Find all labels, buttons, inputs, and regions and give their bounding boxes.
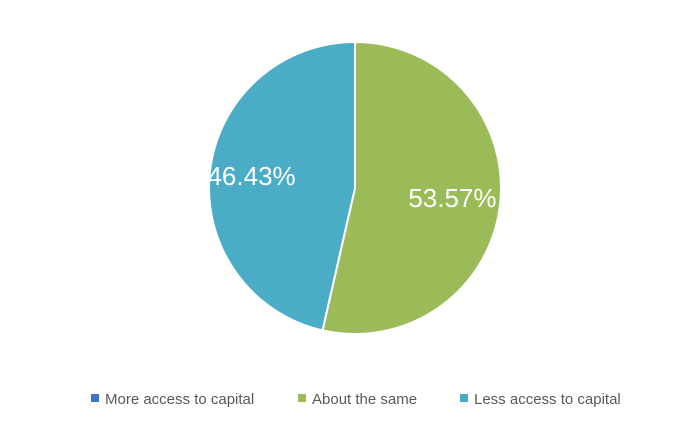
pie-slices [208,40,502,335]
legend-swatch-less-access [460,394,468,402]
legend-label-less-access: Less access to capital [474,391,621,408]
legend-item-less-access: Less access to capital [460,391,621,408]
pie-slice-less-access [208,40,356,332]
legend: More access to capital About the same Le… [91,391,621,408]
data-label-less-access: 46.43% [207,161,295,191]
legend-item-about-same: About the same [298,391,417,408]
legend-swatch-about-same [298,394,306,402]
legend-item-more-access: More access to capital [91,391,254,408]
legend-swatch-more-access [91,394,99,402]
pie-data-labels: 53.57% 46.43% [207,161,496,213]
legend-label-more-access: More access to capital [105,391,254,408]
legend-label-about-same: About the same [312,391,417,408]
pie-slice-about-same [321,40,502,335]
data-label-about-same: 53.57% [408,183,496,213]
